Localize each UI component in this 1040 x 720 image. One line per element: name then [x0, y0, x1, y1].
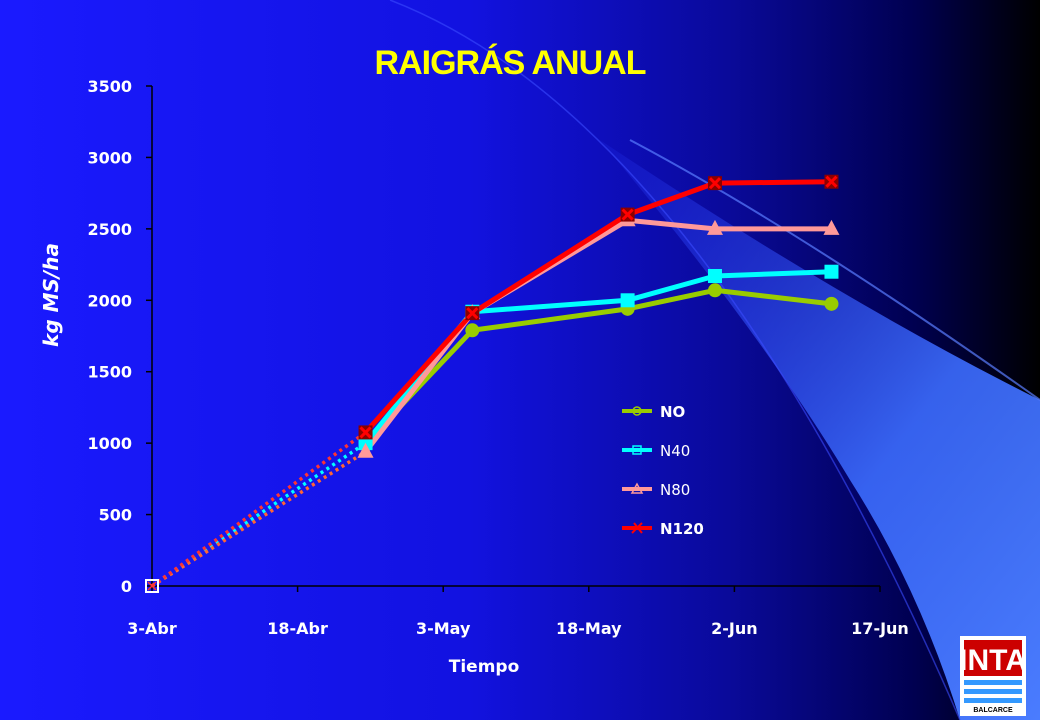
- marker-n40: [824, 264, 839, 279]
- chart-title: RAIGRÁS ANUAL: [375, 44, 646, 82]
- legend-label: N120: [660, 520, 704, 538]
- marker-n120: [465, 306, 480, 321]
- marker-n40: [620, 293, 635, 308]
- legend-label: N80: [660, 481, 690, 499]
- logo-subtitle: BALCARCE: [973, 707, 1013, 714]
- x-axis-label: Tiempo: [449, 657, 520, 677]
- legend-label: NO: [660, 403, 685, 421]
- legend-item-0: NO: [622, 403, 685, 421]
- marker-n120: [358, 425, 373, 440]
- marker-n80: [823, 219, 840, 235]
- legend-item-3: N120: [622, 520, 704, 538]
- marker-n0: [465, 323, 480, 338]
- series-markers: [145, 174, 840, 593]
- y-tick-label: 3500: [87, 77, 132, 96]
- marker-n80: [357, 442, 374, 458]
- marker-n120: [707, 176, 722, 191]
- projection-n120: [150, 431, 367, 588]
- marker-n120: [620, 207, 635, 222]
- marker-origin: [145, 579, 159, 593]
- y-tick-label: 1500: [87, 363, 132, 382]
- inta-logo: INTA BALCARCE: [959, 636, 1027, 716]
- projection-lines: [150, 431, 367, 588]
- projection-n40: [151, 441, 367, 588]
- legend-item-2: N80: [622, 481, 690, 499]
- x-tick-label: 18-May: [556, 619, 622, 638]
- y-tick-label: 3000: [87, 148, 132, 167]
- legend: NO N40 N80 N120: [622, 403, 704, 538]
- x-tick-label: 17-Jun: [851, 619, 909, 638]
- projection-n80: [151, 450, 367, 588]
- background-sweep-edge: [629, 139, 1040, 401]
- logo-text: INTA: [959, 644, 1027, 677]
- background-sweep: [600, 140, 1040, 720]
- marker-n0: [707, 283, 722, 298]
- background-arc: [389, 0, 961, 720]
- y-ticks: 0 500 1000 1500 2000 2500 3000 3500: [87, 77, 152, 596]
- marker-n80: [706, 219, 723, 235]
- x-tick-label: 3-Abr: [127, 619, 177, 638]
- y-tick-label: 2000: [87, 291, 132, 310]
- y-tick-label: 0: [121, 577, 132, 596]
- marker-n0: [824, 296, 839, 311]
- y-tick-label: 500: [99, 506, 132, 525]
- legend-label: N40: [660, 442, 690, 460]
- x-tick-label: 18-Abr: [267, 619, 328, 638]
- y-tick-label: 1000: [87, 434, 132, 453]
- x-tick-label: 3-May: [416, 619, 471, 638]
- legend-item-1: N40: [622, 442, 690, 460]
- x-ticks: 3-Abr 18-Abr 3-May 18-May 2-Jun 17-Jun: [127, 586, 909, 638]
- marker-n40: [707, 269, 722, 283]
- marker-n120: [824, 174, 839, 189]
- y-axis-label: kg MS/ha: [39, 243, 63, 347]
- x-tick-label: 2-Jun: [711, 619, 758, 638]
- y-tick-label: 2500: [87, 220, 132, 239]
